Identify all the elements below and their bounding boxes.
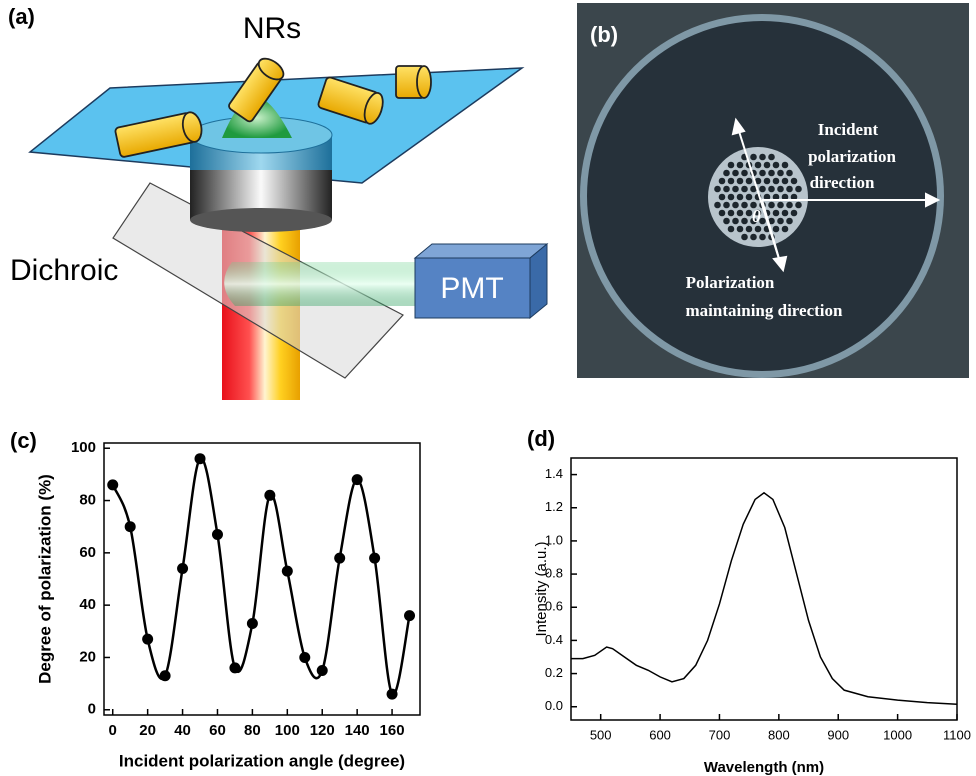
incident-label: polarization <box>808 147 896 166</box>
x-tick-label: 500 <box>590 727 612 742</box>
data-point <box>107 479 118 490</box>
x-tick-label: 140 <box>345 722 370 739</box>
data-point <box>264 490 275 501</box>
y-axis-title: Intensity (a.u.) <box>533 541 550 636</box>
plot-frame <box>104 443 420 715</box>
y-axis-title: Degree of polarization (%) <box>35 474 54 684</box>
data-point <box>387 689 398 700</box>
maintaining-label: Polarization <box>686 273 775 292</box>
data-point <box>369 553 380 564</box>
data-point <box>142 634 153 645</box>
y-tick-label: 0.2 <box>545 665 563 680</box>
pmt-top <box>415 244 547 258</box>
panel-b: (b) θ Incident polarization direction Po… <box>577 3 969 378</box>
emission-beam <box>224 262 418 306</box>
objective-bottom <box>190 208 332 232</box>
data-point <box>195 453 206 464</box>
panel-label: (b) <box>590 22 618 47</box>
data-point <box>334 553 345 564</box>
y-tick-label: 40 <box>79 596 96 613</box>
data-point <box>177 563 188 574</box>
y-tick-label: 80 <box>79 492 96 509</box>
y-tick-label: 1.4 <box>545 466 563 481</box>
data-point <box>282 566 293 577</box>
x-tick-label: 160 <box>380 722 405 739</box>
data-point <box>299 652 310 663</box>
y-tick-label: 100 <box>71 439 96 456</box>
x-tick-label: 600 <box>649 727 671 742</box>
x-tick-label: 60 <box>209 722 226 739</box>
panel-label: (a) <box>8 4 35 29</box>
data-line <box>571 493 957 704</box>
x-tick-label: 700 <box>709 727 731 742</box>
x-tick-label: 120 <box>310 722 335 739</box>
mirror-label: Dichroic <box>10 254 118 287</box>
panel-label: (c) <box>10 428 37 453</box>
x-axis-title: Incident polarization angle (degree) <box>119 751 405 770</box>
incident-label: direction <box>810 173 875 192</box>
sample-label: NRs <box>243 12 301 45</box>
figure: (a) NRs PMT Dichroic (b) <box>0 0 976 776</box>
data-point <box>317 665 328 676</box>
x-axis-title: Wavelength (nm) <box>704 759 824 776</box>
y-tick-label: 0.0 <box>545 698 563 713</box>
incident-label: Incident <box>818 120 879 139</box>
data-point <box>352 474 363 485</box>
y-tick-label: 60 <box>79 544 96 561</box>
data-point <box>404 610 415 621</box>
y-tick-label: 20 <box>79 648 96 665</box>
panel-label: (d) <box>527 426 555 451</box>
data-point <box>212 529 223 540</box>
angle-label: θ <box>752 207 761 226</box>
maintaining-label: maintaining direction <box>686 301 843 320</box>
data-point <box>247 618 258 629</box>
x-tick-label: 0 <box>109 722 117 739</box>
plot-frame <box>571 458 957 720</box>
chart: (c) 0 20 40 60 80 100 120 140 160 0 20 40 60 80 100 Inci… <box>10 428 420 771</box>
x-tick-label: 800 <box>768 727 790 742</box>
x-tick-label: 40 <box>174 722 191 739</box>
detector-label: PMT <box>440 272 503 305</box>
x-tick-label: 20 <box>139 722 156 739</box>
data-point <box>160 670 171 681</box>
data-line <box>113 458 410 695</box>
charts: (c) 0 20 40 60 80 100 120 140 160 0 20 40 60 80 100 Inci… <box>10 426 971 776</box>
x-tick-label: 1100 <box>943 727 971 742</box>
data-point <box>125 521 136 532</box>
x-tick-label: 900 <box>827 727 849 742</box>
x-tick-label: 100 <box>275 722 300 739</box>
x-tick-label: 80 <box>244 722 261 739</box>
x-tick-label: 1000 <box>883 727 912 742</box>
y-tick-label: 0 <box>88 701 96 718</box>
panel-a: (a) NRs PMT Dichroic <box>8 4 547 400</box>
y-tick-label: 1.2 <box>545 499 563 514</box>
data-point <box>229 662 240 673</box>
